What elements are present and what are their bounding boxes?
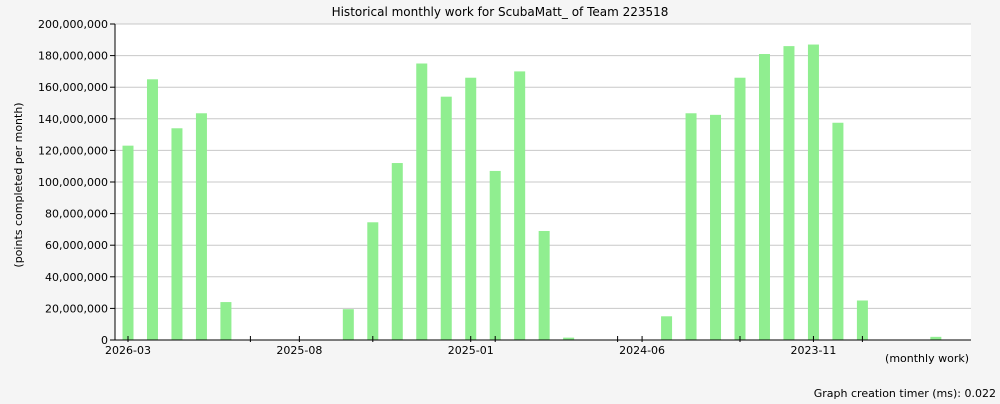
bar-2026-02: [146, 79, 158, 341]
y-tick-label: 140,000,000: [38, 113, 108, 126]
y-axis-label: (points completed per month): [12, 102, 25, 267]
footer-timer: Graph creation timer (ms): 0.022: [814, 387, 996, 400]
y-tick-label: 180,000,000: [38, 50, 108, 63]
y-tick-label: 160,000,000: [38, 81, 108, 94]
y-tick-label: 200,000,000: [38, 18, 108, 31]
x-tick-label: 2025-01: [448, 344, 494, 357]
bar-2024-03: [710, 114, 722, 340]
x-tick-label: 2025-08: [276, 344, 322, 357]
bar-2026-01: [171, 128, 183, 340]
y-tick-label: 40,000,000: [45, 271, 108, 284]
bar-2024-10: [538, 230, 550, 340]
bar-2026-03: [122, 145, 134, 340]
bar-2025-05: [367, 222, 379, 340]
y-tick-label: 100,000,000: [38, 176, 108, 189]
bar-2023-11: [807, 44, 819, 340]
bar-2025-06: [342, 309, 354, 340]
bar-2024-04: [685, 113, 697, 341]
bar-2024-12: [489, 170, 501, 340]
y-tick-label: 20,000,000: [45, 302, 108, 315]
y-tick-label: 0: [101, 334, 108, 347]
bar-2024-05: [661, 316, 673, 340]
bar-2023-06: [930, 336, 942, 340]
x-tick-label: 2024-06: [619, 344, 665, 357]
x-tick-label: 2026-03: [105, 344, 151, 357]
bar-2024-09: [563, 337, 575, 340]
bar-2023-12: [783, 46, 795, 341]
bar-2025-03: [416, 63, 428, 340]
y-tick-label: 120,000,000: [38, 144, 108, 157]
bar-2025-11: [220, 302, 232, 340]
bar-2023-10: [832, 122, 844, 340]
y-tick-label: 80,000,000: [45, 208, 108, 221]
bar-2025-02: [440, 96, 452, 341]
bar-2024-02: [734, 77, 746, 340]
x-tick-label: 2023-11: [790, 344, 836, 357]
x-axis-label: (monthly work): [885, 352, 969, 365]
bar-2025-04: [391, 163, 403, 340]
bar-2024-01: [758, 54, 770, 341]
bar-2023-09: [856, 300, 868, 340]
bar-2024-11: [514, 71, 526, 341]
chart-title: Historical monthly work for ScubaMatt_ o…: [332, 5, 669, 19]
bar-2025-01: [465, 77, 477, 340]
y-tick-label: 60,000,000: [45, 239, 108, 252]
bar-2025-12: [195, 113, 207, 341]
